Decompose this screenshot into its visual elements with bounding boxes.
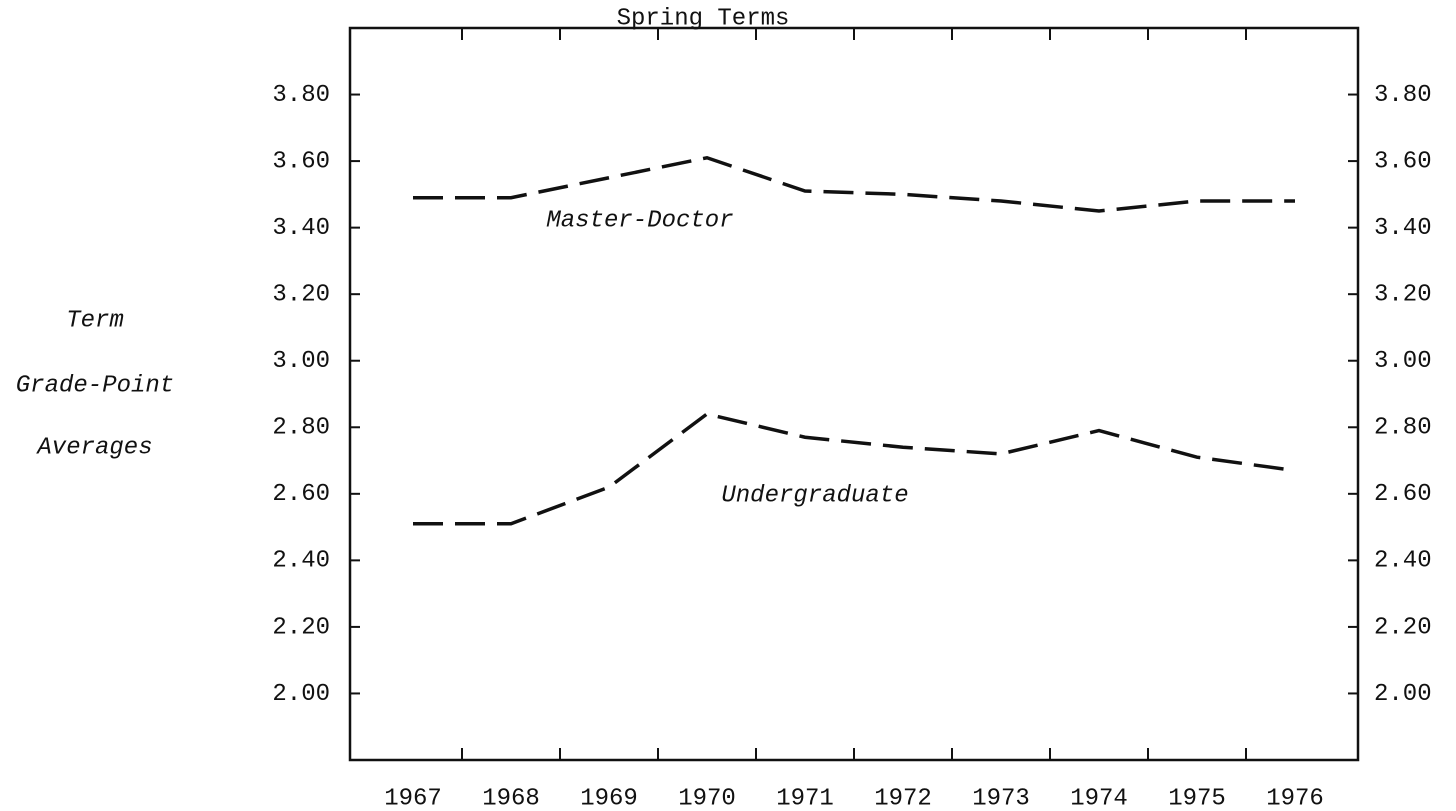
series-label: Undergraduate: [721, 482, 908, 509]
y-tick-label: 3.60: [272, 148, 330, 175]
x-tick-label: 1968: [482, 785, 540, 811]
y-tick-label: 2.40: [272, 548, 330, 575]
y-tick-label: 2.80: [272, 415, 330, 442]
y2-tick-label: 3.20: [1374, 282, 1432, 309]
x-tick-label: 1967: [384, 785, 442, 811]
chart-title: Spring Terms: [617, 5, 790, 32]
x-tick-label: 1971: [776, 785, 834, 811]
y2-tick-label: 3.00: [1374, 348, 1432, 375]
series-line: [413, 412, 1296, 526]
y2-tick-label: 2.40: [1374, 548, 1432, 575]
y-tick-label: 2.00: [272, 681, 330, 708]
x-tick-label: 1974: [1070, 785, 1128, 811]
y-tick-label: 3.80: [272, 82, 330, 109]
y2-tick-label: 3.80: [1374, 82, 1432, 109]
x-tick-label: 1972: [874, 785, 932, 811]
y-tick-label: 3.40: [272, 215, 330, 242]
series-label: Master-Doctor: [546, 207, 733, 234]
x-tick-label: 1973: [972, 785, 1030, 811]
y-axis-label: Grade-Point: [16, 372, 174, 399]
x-tick-label: 1975: [1168, 785, 1226, 811]
y2-tick-label: 2.20: [1374, 614, 1432, 641]
y-axis-label: Term: [66, 307, 124, 334]
y2-tick-label: 2.80: [1374, 415, 1432, 442]
y-axis-label: Averages: [35, 434, 152, 461]
y2-tick-label: 3.60: [1374, 148, 1432, 175]
y-tick-label: 2.60: [272, 481, 330, 508]
x-tick-label: 1976: [1266, 785, 1324, 811]
y-tick-label: 3.00: [272, 348, 330, 375]
series-line: [413, 155, 1295, 213]
x-tick-label: 1969: [580, 785, 638, 811]
y2-tick-label: 2.60: [1374, 481, 1432, 508]
y-tick-label: 3.20: [272, 282, 330, 309]
y2-tick-label: 2.00: [1374, 681, 1432, 708]
y2-tick-label: 3.40: [1374, 215, 1432, 242]
y-tick-label: 2.20: [272, 614, 330, 641]
x-tick-label: 1970: [678, 785, 736, 811]
